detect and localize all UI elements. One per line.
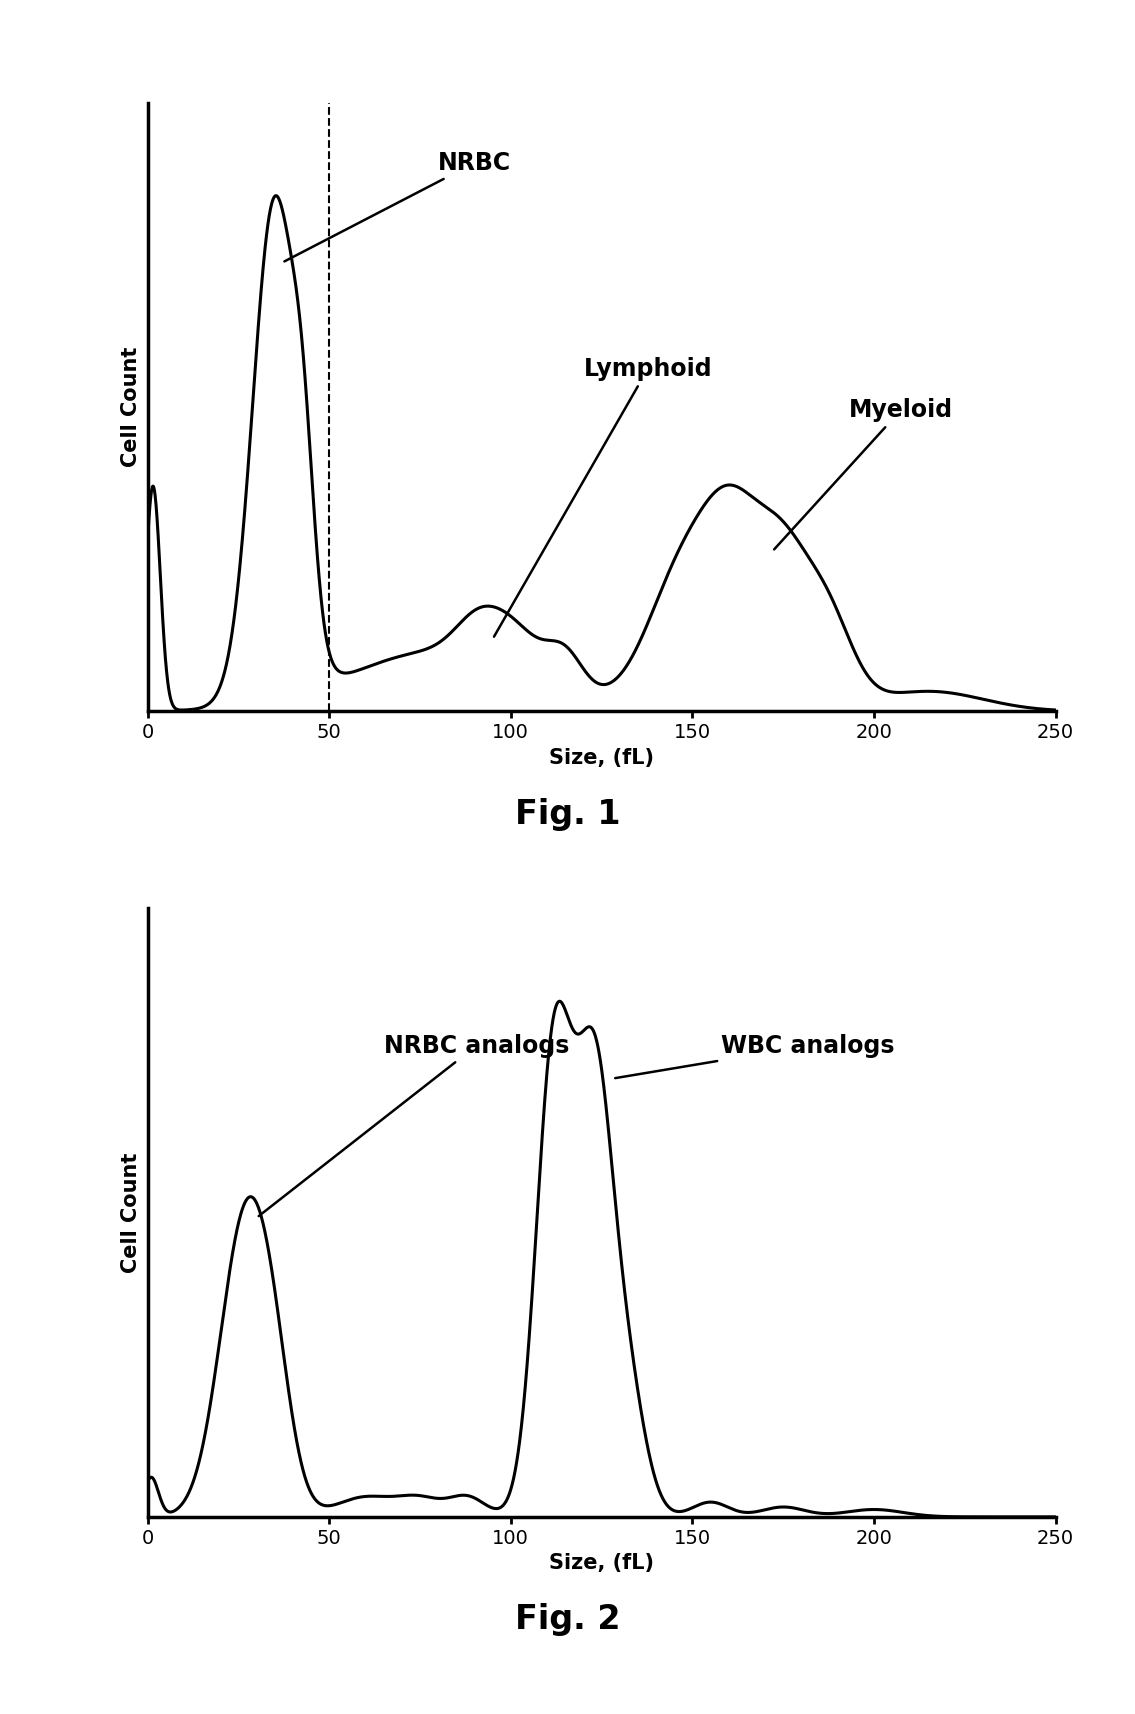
Text: Fig. 2: Fig. 2	[515, 1603, 620, 1637]
Text: Fig. 1: Fig. 1	[515, 797, 620, 831]
Text: Lymphoid: Lymphoid	[494, 357, 712, 636]
Text: NRBC analogs: NRBC analogs	[259, 1034, 569, 1217]
Y-axis label: Cell Count: Cell Count	[120, 346, 141, 468]
X-axis label: Size, (fL): Size, (fL)	[549, 747, 654, 768]
X-axis label: Size, (fL): Size, (fL)	[549, 1553, 654, 1573]
Text: WBC analogs: WBC analogs	[615, 1034, 894, 1078]
Y-axis label: Cell Count: Cell Count	[120, 1152, 141, 1274]
Text: NRBC: NRBC	[285, 151, 511, 262]
Text: Myeloid: Myeloid	[774, 398, 952, 550]
